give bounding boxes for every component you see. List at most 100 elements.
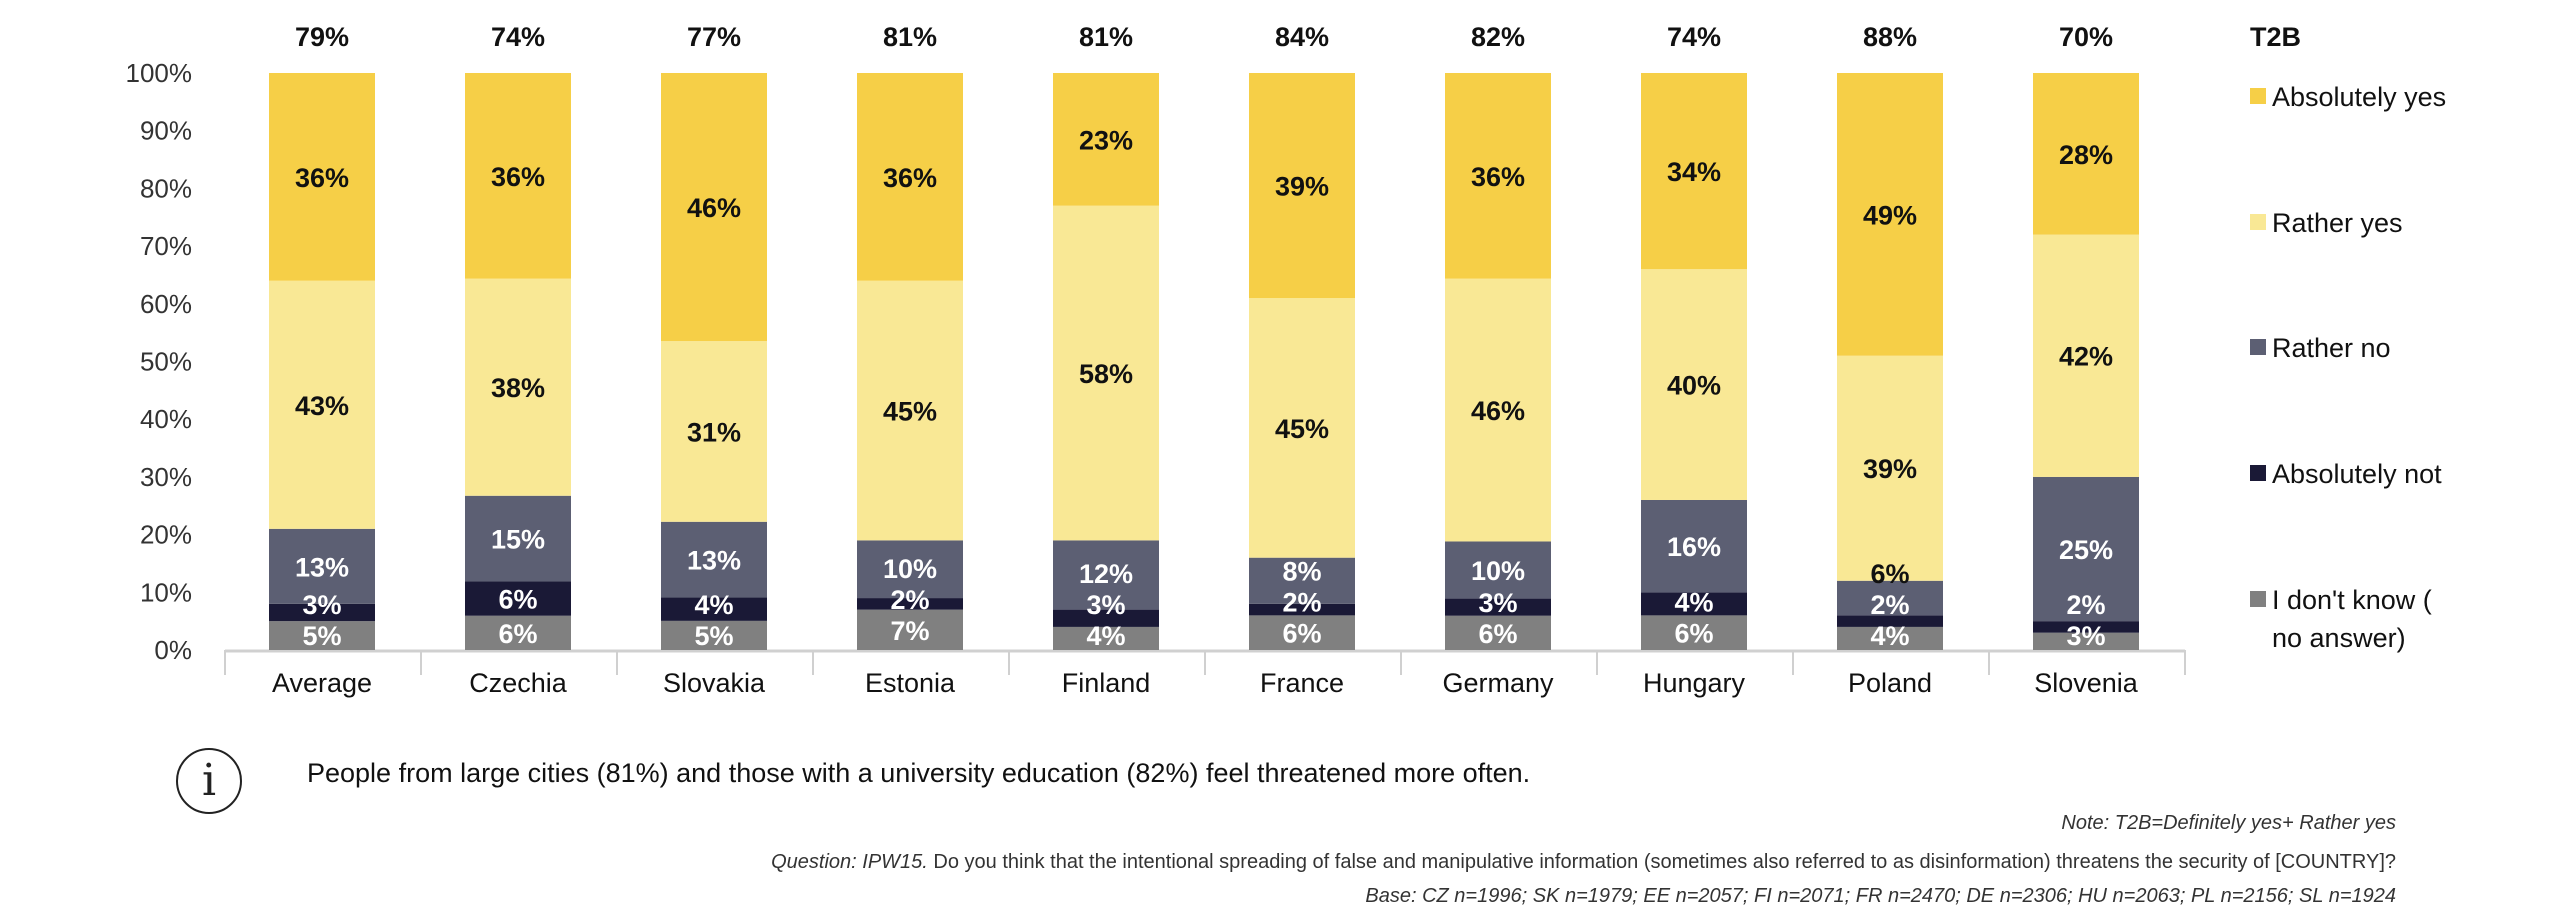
y-tick-label: 10% [140,577,192,607]
data-label: 36% [491,162,545,192]
category-label: Average [272,668,372,698]
bar-segment [1641,615,1747,650]
bar-segment [1837,615,1943,627]
data-label: 10% [1471,556,1525,586]
y-tick-label: 30% [140,462,192,492]
bar-segment [661,620,767,650]
data-label: 36% [1471,162,1525,192]
legend-swatch [2250,465,2266,481]
base-text: Base: CZ n=1996; SK n=1979; EE n=2057; F… [1365,885,2396,907]
info-icon: i [176,748,242,814]
legend-label: Absolutely not [2272,459,2442,489]
y-tick-label: 50% [140,347,192,377]
bar-segment [857,73,963,281]
bar-segment [1641,499,1747,593]
data-label: 2% [1282,588,1321,618]
data-label: 3% [302,590,341,620]
category-label: Czechia [469,668,568,698]
data-label: 40% [1667,371,1721,401]
data-label: 25% [2059,535,2113,565]
data-label: 4% [1674,588,1713,618]
y-tick-label: 100% [126,58,193,88]
data-label: 16% [1667,532,1721,562]
category-label: Slovakia [663,668,766,698]
bar-segment [1445,541,1551,599]
t2b-label: 74% [491,22,545,52]
data-label: 6% [1478,619,1517,649]
t2b-label: 81% [883,22,937,52]
bar-segment [1445,73,1551,279]
bar-segment [857,609,963,650]
category-label: France [1260,668,1344,698]
data-label: 6% [498,619,537,649]
data-label: 46% [687,193,741,223]
data-label: 23% [1079,125,1133,155]
bar-segment [1249,603,1355,616]
bar-segment [2033,73,2139,235]
data-label: 3% [2066,621,2105,651]
bar-segment [2033,632,2139,650]
data-label: 36% [295,163,349,193]
data-label: 39% [1863,454,1917,484]
data-label: 49% [1863,200,1917,230]
bar-segment [1837,355,1943,581]
y-tick-label: 60% [140,289,192,319]
bar-segment [1249,298,1355,558]
bar-segment [1053,73,1159,206]
legend-label: Absolutely yes [2272,82,2446,112]
category-label: Finland [1062,668,1151,698]
data-label: 39% [1275,172,1329,202]
bar-segment [661,341,767,522]
data-label: 38% [491,373,545,403]
t2b-label: 79% [295,22,349,52]
bar-segment [1053,205,1159,541]
y-tick-label: 40% [140,404,192,434]
stacked-bar-chart: 0%10%20%30%40%50%60%70%80%90%100%5%3%13%… [126,22,2447,698]
bar-segment [465,615,571,650]
bar-segment [269,280,375,529]
t2b-label: 70% [2059,22,2113,52]
data-label: 15% [491,525,545,555]
data-label: 12% [1079,559,1133,589]
data-label: 31% [687,417,741,447]
bar-segment [661,73,767,342]
bar-segment [1837,73,1943,356]
data-label: 5% [694,621,733,651]
data-label: 2% [890,585,929,615]
data-label: 3% [1478,588,1517,618]
legend-label-cont: no answer) [2272,623,2406,653]
bar-segment [465,278,571,496]
bar-segment [269,621,375,650]
y-tick-label: 80% [140,173,192,203]
data-label: 8% [1282,557,1321,587]
t2b-label: 82% [1471,22,1525,52]
data-label: 45% [883,397,937,427]
bar-segment [857,540,963,599]
data-label: 34% [1667,157,1721,187]
legend-label: I don't know ( [2272,585,2432,615]
data-label: 7% [890,616,929,646]
t2b-label: 81% [1079,22,1133,52]
legend-swatch [2250,591,2266,607]
data-label: 28% [2059,140,2113,170]
question-text: Question: IPW15. Do you think that the i… [771,851,2396,874]
category-label: Slovenia [2034,668,2139,698]
bar-segment [1249,615,1355,650]
bar-segment [269,73,375,281]
y-tick-label: 70% [140,231,192,261]
bar-segment [1053,626,1159,650]
y-tick-label: 0% [154,635,192,665]
bar-segment [1641,592,1747,616]
data-label: 45% [1275,414,1329,444]
bar-segment [1445,615,1551,650]
info-text: People from large cities (81%) and those… [307,758,1531,788]
y-tick-label: 20% [140,520,192,550]
question-label: Question: IPW15. [771,851,928,873]
data-label: 10% [883,554,937,584]
t2b-label: 74% [1667,22,1721,52]
t2b-label: 88% [1863,22,1917,52]
data-label: 6% [1870,559,1909,589]
bar-segment [1445,598,1551,616]
category-label: Germany [1442,668,1554,698]
bar-segment [1053,609,1159,627]
